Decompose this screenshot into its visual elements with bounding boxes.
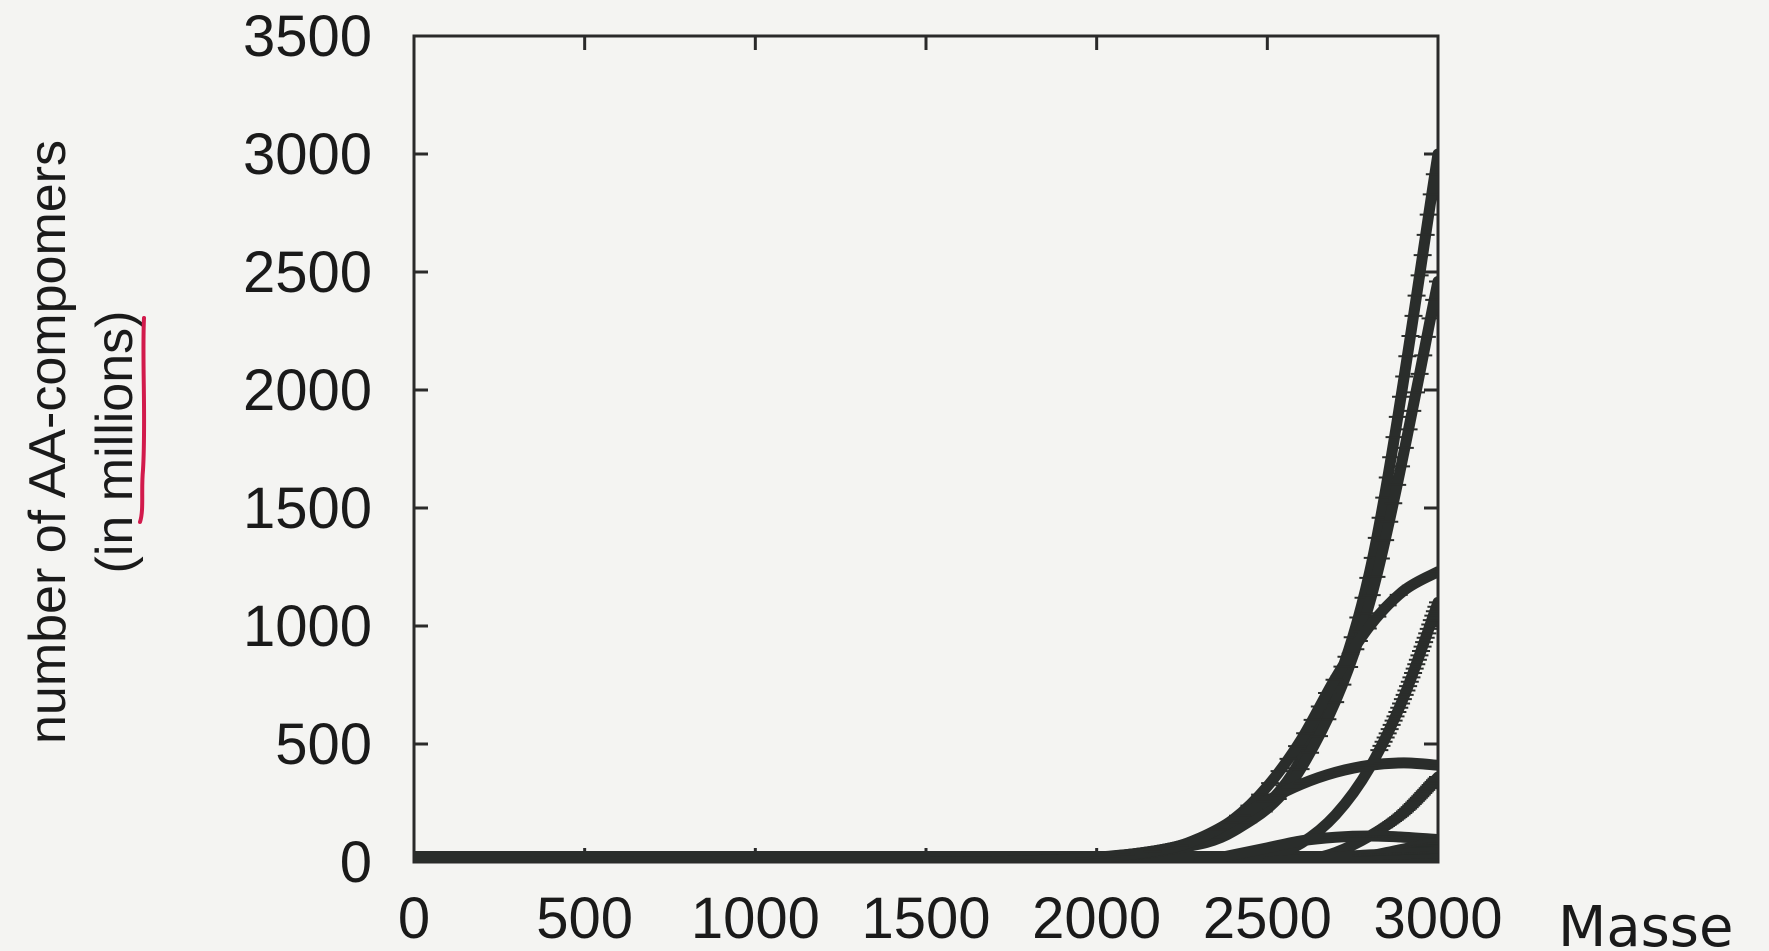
y-tick-label: 3500 [243,4,372,69]
x-tick-label: 0 [398,886,430,951]
y-tick-label: 3000 [243,122,372,187]
x-tick-label: 2000 [1032,886,1161,951]
x-tick-label: 2500 [1203,886,1332,951]
x-tick-label: 3000 [1373,886,1502,951]
series-layer [414,148,1438,862]
y-tick-label: 0 [340,830,372,895]
plot-frame [412,34,1440,864]
y-ticks: 0 500 1000 1500 2000 2500 3000 3500 [243,4,1438,895]
series-line-4 [1227,596,1438,862]
x-tick-label: 1000 [691,886,820,951]
x-tick-label: 500 [536,886,633,951]
y-tick-label: 2500 [243,240,372,305]
y-tick-label: 500 [275,712,372,777]
x-axis-label: Masse [1558,895,1733,951]
red-pen-mark [138,316,147,524]
x-tick-label: 1500 [861,886,990,951]
y-tick-label: 2000 [243,358,372,423]
series-line-2 [414,275,1438,862]
y-axis-subtitle: (in millions) [86,311,144,574]
x-ticks: 0 500 1000 1500 2000 2500 3000 [398,36,1503,951]
y-tick-label: 1000 [243,594,372,659]
y-tick-label: 1500 [243,476,372,541]
series-line-3 [414,566,1438,862]
y-axis-title: number of AA-compomers [19,140,77,744]
